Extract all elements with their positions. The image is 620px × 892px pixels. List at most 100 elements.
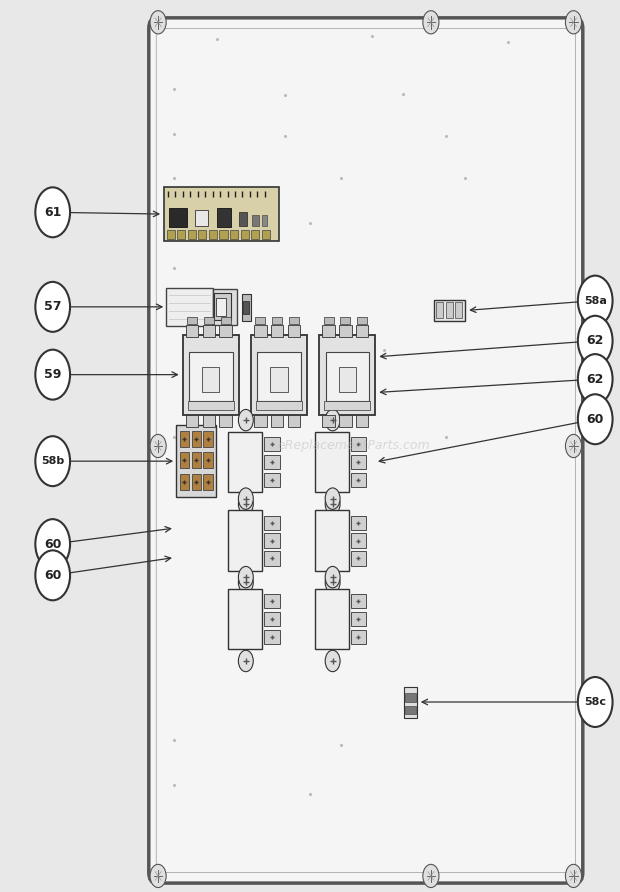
Bar bbox=[255, 317, 265, 324]
Bar bbox=[256, 401, 302, 410]
Bar bbox=[351, 612, 366, 626]
Bar bbox=[186, 415, 198, 427]
Bar bbox=[271, 415, 283, 427]
Bar bbox=[405, 693, 416, 702]
Circle shape bbox=[35, 350, 70, 400]
Bar bbox=[264, 612, 280, 626]
Bar bbox=[315, 589, 349, 649]
Circle shape bbox=[565, 864, 582, 888]
Circle shape bbox=[35, 436, 70, 486]
Bar bbox=[340, 317, 350, 324]
Bar bbox=[241, 230, 249, 239]
Circle shape bbox=[578, 276, 613, 326]
Bar bbox=[356, 325, 368, 337]
Bar bbox=[264, 630, 280, 644]
Bar bbox=[289, 317, 299, 324]
Bar bbox=[203, 325, 215, 337]
Bar bbox=[405, 706, 416, 714]
Bar bbox=[434, 300, 465, 321]
Bar bbox=[214, 293, 231, 320]
Circle shape bbox=[423, 864, 439, 888]
Bar bbox=[351, 533, 366, 548]
Bar bbox=[264, 533, 280, 548]
Circle shape bbox=[578, 677, 613, 727]
Bar bbox=[351, 551, 366, 566]
Circle shape bbox=[325, 488, 340, 509]
Circle shape bbox=[325, 650, 340, 672]
Bar bbox=[339, 415, 352, 427]
Bar bbox=[264, 594, 280, 608]
Bar bbox=[216, 298, 226, 316]
Circle shape bbox=[238, 572, 253, 593]
Bar bbox=[202, 367, 219, 392]
Bar bbox=[166, 288, 213, 326]
Bar bbox=[357, 317, 367, 324]
Bar bbox=[288, 415, 300, 427]
Bar bbox=[339, 367, 356, 392]
Circle shape bbox=[35, 550, 70, 600]
Circle shape bbox=[325, 572, 340, 593]
Bar bbox=[167, 230, 175, 239]
Bar bbox=[203, 474, 213, 490]
Bar bbox=[192, 474, 201, 490]
Text: 61: 61 bbox=[44, 206, 61, 219]
Bar bbox=[219, 325, 232, 337]
Bar bbox=[195, 210, 208, 226]
Bar bbox=[251, 334, 307, 415]
Bar bbox=[221, 317, 231, 324]
Bar bbox=[455, 302, 462, 318]
Bar bbox=[219, 230, 228, 239]
Bar bbox=[288, 325, 300, 337]
Text: 60: 60 bbox=[44, 569, 61, 582]
Circle shape bbox=[238, 488, 253, 509]
Bar bbox=[230, 230, 238, 239]
Bar bbox=[228, 589, 262, 649]
Bar bbox=[264, 516, 280, 530]
Bar bbox=[254, 325, 267, 337]
Bar bbox=[187, 317, 197, 324]
Bar bbox=[271, 325, 283, 337]
Bar bbox=[270, 367, 288, 392]
Bar bbox=[169, 208, 187, 227]
Bar bbox=[264, 473, 280, 487]
Text: 58b: 58b bbox=[41, 456, 64, 467]
Text: 57: 57 bbox=[44, 301, 61, 313]
Circle shape bbox=[578, 394, 613, 444]
Bar bbox=[213, 289, 237, 325]
Circle shape bbox=[238, 566, 253, 588]
Bar bbox=[351, 594, 366, 608]
Text: 60: 60 bbox=[587, 413, 604, 425]
Bar bbox=[188, 401, 234, 410]
Bar bbox=[203, 452, 213, 468]
Bar bbox=[217, 208, 231, 227]
Bar bbox=[264, 437, 280, 451]
Circle shape bbox=[423, 11, 439, 34]
Circle shape bbox=[35, 519, 70, 569]
Circle shape bbox=[578, 316, 613, 366]
Circle shape bbox=[35, 187, 70, 237]
Bar bbox=[315, 432, 349, 492]
Circle shape bbox=[238, 650, 253, 672]
Bar bbox=[351, 630, 366, 644]
Circle shape bbox=[325, 409, 340, 431]
Circle shape bbox=[150, 864, 166, 888]
Text: eReplacementParts.com: eReplacementParts.com bbox=[277, 440, 430, 452]
Bar bbox=[264, 455, 280, 469]
Bar bbox=[180, 474, 189, 490]
Text: 58a: 58a bbox=[584, 295, 606, 306]
Text: 60: 60 bbox=[44, 538, 61, 550]
Bar bbox=[251, 230, 259, 239]
Circle shape bbox=[150, 434, 166, 458]
Circle shape bbox=[565, 434, 582, 458]
Bar bbox=[252, 215, 259, 226]
Bar bbox=[188, 230, 196, 239]
Bar bbox=[243, 301, 249, 314]
Text: 62: 62 bbox=[587, 334, 604, 347]
Bar bbox=[176, 425, 216, 497]
Bar bbox=[242, 294, 251, 321]
Bar bbox=[319, 334, 375, 415]
Circle shape bbox=[150, 11, 166, 34]
Circle shape bbox=[238, 493, 253, 515]
Bar bbox=[339, 325, 352, 337]
Bar bbox=[228, 510, 262, 571]
